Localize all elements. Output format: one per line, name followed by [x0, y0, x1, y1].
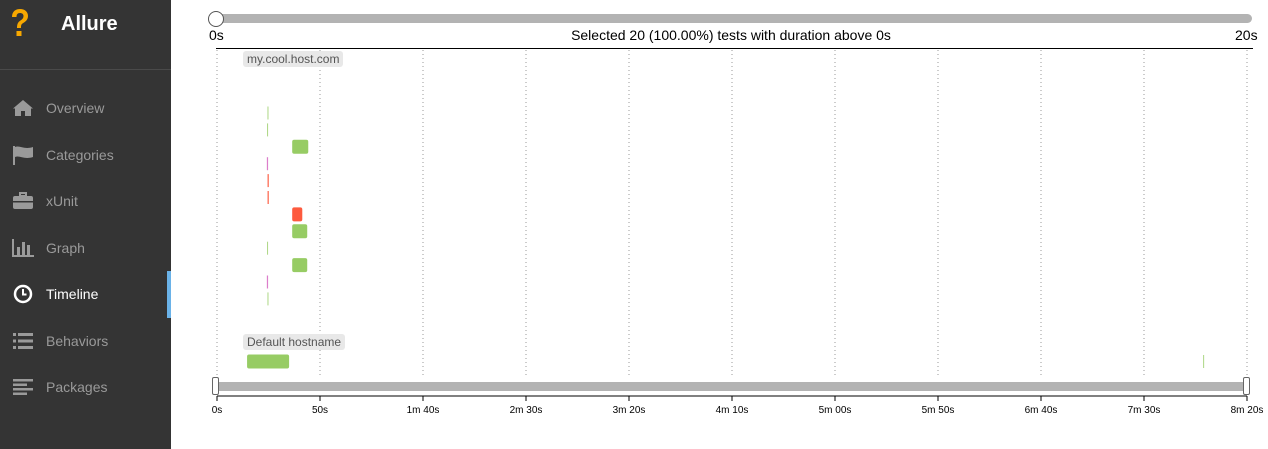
test-bar-passed[interactable]	[1203, 355, 1205, 368]
sidebar-item-xunit[interactable]: xUnit	[0, 178, 171, 225]
x-axis-tick-label: 8m 20s	[1231, 405, 1264, 416]
timeline-brush-right-handle[interactable]	[1243, 377, 1250, 395]
list-icon	[11, 331, 35, 351]
test-bar-passed[interactable]	[267, 106, 269, 120]
sidebar-nav: Overview Categories xUnit Graph Timeline	[0, 85, 171, 411]
sidebar-item-behaviors[interactable]: Behaviors	[0, 318, 171, 365]
test-bar-passed[interactable]	[267, 123, 269, 137]
test-bar-broken[interactable]	[266, 275, 269, 289]
timeline-brush-track[interactable]	[217, 382, 1247, 391]
sidebar-item-label: xUnit	[46, 193, 78, 210]
sidebar-item-timeline[interactable]: Timeline	[0, 271, 171, 318]
x-axis-tick-label: 50s	[312, 405, 328, 416]
duration-max-label: 20s	[1235, 27, 1258, 43]
allure-logo-icon	[12, 9, 28, 36]
timeline-panel: 0s Selected 20 (100.00%) tests with dura…	[171, 0, 1268, 449]
test-bar-passed[interactable]	[267, 292, 269, 306]
timeline-brush-left-handle[interactable]	[212, 377, 219, 395]
test-bar-passed[interactable]	[247, 354, 290, 369]
test-bar-failed[interactable]	[292, 207, 303, 222]
duration-slider-track[interactable]	[216, 14, 1252, 23]
sidebar-item-label: Behaviors	[46, 332, 109, 349]
x-axis-tick-label: 3m 20s	[613, 405, 646, 416]
timeline-chart: 0s 50s 1m 40s 2m 30s 3m 20s 4m 10s 5m 00s 5m 50…	[212, 50, 1264, 416]
host-label: Default hostname	[243, 334, 346, 350]
home-icon	[11, 98, 35, 118]
test-bar-failed[interactable]	[267, 174, 269, 188]
sidebar-item-label: Packages	[46, 379, 108, 396]
selected-tests-text: Selected 20 (100.00%) tests with duratio…	[571, 27, 891, 43]
sidebar-item-graph[interactable]: Graph	[0, 225, 171, 272]
x-axis-tick-label: 4m 10s	[716, 405, 749, 416]
briefcase-icon	[11, 191, 35, 211]
sidebar-item-label: Timeline	[46, 286, 99, 303]
clock-icon	[11, 284, 35, 304]
x-axis-tick-label: 5m 00s	[819, 405, 852, 416]
test-bar-passed[interactable]	[292, 258, 308, 273]
host-label: my.cool.host.com	[243, 51, 344, 67]
x-axis-tick-label: 7m 30s	[1128, 405, 1161, 416]
sidebar-item-label: Categories	[46, 146, 114, 163]
app-title: Allure	[61, 13, 118, 35]
x-axis-tick-label: 1m 40s	[407, 405, 440, 416]
sidebar-item-label: Graph	[46, 239, 85, 256]
test-bar-passed[interactable]	[292, 224, 308, 239]
x-axis-tick-label: 6m 40s	[1025, 405, 1058, 416]
x-axis-tick-label: 2m 30s	[510, 405, 543, 416]
align-left-icon	[11, 377, 35, 397]
sidebar-item-packages[interactable]: Packages	[0, 364, 171, 411]
x-axis-tick-label: 0s	[212, 405, 223, 416]
brand[interactable]: Allure	[0, 0, 171, 70]
sidebar-item-categories[interactable]: Categories	[0, 132, 171, 179]
test-bar-failed[interactable]	[267, 191, 269, 204]
sidebar: Allure Overview Categories xUnit Graph	[0, 0, 171, 449]
sidebar-item-overview[interactable]: Overview	[0, 85, 171, 132]
bar-chart-icon	[11, 238, 35, 258]
timeline-top-border	[216, 48, 1253, 49]
test-bar-passed[interactable]	[267, 241, 269, 255]
test-bar-passed[interactable]	[292, 139, 309, 154]
test-bar-broken[interactable]	[266, 157, 269, 171]
x-axis-tick-label: 5m 50s	[922, 405, 955, 416]
duration-min-label: 0s	[209, 27, 224, 43]
duration-slider-handle[interactable]	[208, 11, 224, 27]
flag-icon	[11, 145, 35, 165]
sidebar-item-label: Overview	[46, 100, 105, 117]
